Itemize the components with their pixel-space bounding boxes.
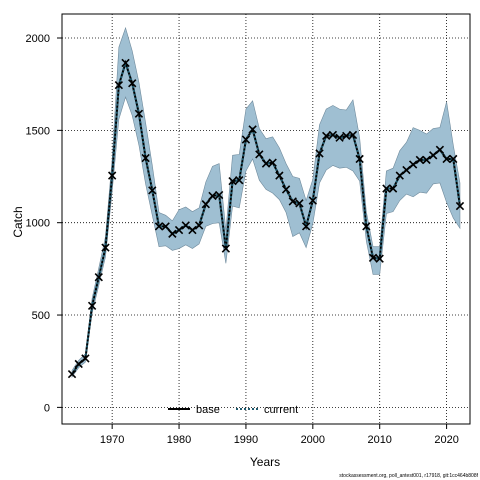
data-point-marker [87, 301, 97, 310]
data-point-marker [174, 225, 184, 235]
data-point-marker [228, 176, 237, 186]
data-point-marker [429, 151, 438, 160]
data-point-marker [442, 154, 451, 164]
data-point-marker [422, 155, 431, 165]
data-point-marker [295, 199, 304, 208]
legend-current-label: current [264, 404, 298, 416]
data-point-marker [348, 130, 358, 140]
data-point-marker [241, 135, 251, 144]
legend-base-label: base [196, 404, 220, 416]
data-point-marker [121, 58, 130, 68]
data-point-marker [281, 185, 291, 194]
data-point-marker [255, 150, 264, 159]
y-tick-label: 1000 [26, 218, 50, 230]
data-point-marker [335, 133, 344, 142]
data-point-marker [355, 154, 364, 164]
data-point-marker [449, 154, 458, 164]
data-point-marker [81, 354, 90, 363]
data-point-marker [362, 222, 371, 231]
data-point-marker [215, 190, 224, 200]
data-point-marker [188, 225, 197, 235]
data-point-marker [402, 165, 411, 175]
y-axis-title: Catch [11, 206, 25, 237]
data-point-marker [148, 186, 157, 195]
data-point-marker [315, 149, 324, 158]
data-point-marker [415, 155, 425, 165]
data-point-marker [201, 200, 210, 209]
data-point-marker [248, 125, 257, 134]
data-point-marker [382, 184, 391, 193]
data-point-marker [375, 254, 384, 263]
data-point-marker [161, 222, 170, 231]
data-point-marker [261, 159, 271, 168]
y-tick-label: 1500 [26, 125, 50, 137]
y-tick-label: 2000 [26, 33, 50, 45]
data-point-marker [67, 369, 77, 379]
data-point-marker [181, 221, 190, 230]
data-point-marker [114, 80, 124, 90]
data-point-marker [221, 244, 231, 253]
x-tick-label: 1980 [167, 434, 191, 446]
data-point-marker [388, 184, 398, 193]
x-tick-label: 2000 [301, 434, 325, 446]
data-point-marker [288, 197, 297, 206]
axes: 1970 1980 1990 2000 2010 2020 0 500 1000 1500 2000 [26, 33, 459, 446]
data-point-marker [268, 158, 277, 167]
data-point-marker [141, 153, 150, 163]
current-series-line [71, 59, 461, 375]
data-point-marker [154, 222, 164, 231]
footnote: stockassessment.org, poll_antest001, r17… [339, 473, 478, 479]
data-point-marker [328, 130, 338, 140]
data-point-marker [342, 131, 351, 141]
data-point-marker [168, 229, 177, 238]
data-points [67, 58, 465, 379]
data-point-marker [275, 171, 284, 180]
x-tick-label: 2020 [434, 434, 458, 446]
data-point-marker [74, 359, 83, 369]
data-point-marker [101, 243, 110, 252]
data-point-marker [368, 253, 378, 262]
x-tick-label: 2010 [367, 434, 391, 446]
data-point-marker [94, 273, 103, 282]
plot-frame [61, 13, 471, 425]
data-point-marker [455, 201, 465, 211]
data-point-marker [395, 171, 404, 180]
x-tick-label: 1970 [100, 434, 124, 446]
confidence-band-area [71, 26, 461, 378]
data-point-marker [301, 222, 311, 231]
y-tick-label: 0 [44, 402, 50, 414]
x-tick-label: 1990 [234, 434, 258, 446]
data-point-marker [134, 109, 144, 118]
data-point-marker [208, 191, 217, 201]
data-point-marker [194, 221, 204, 230]
x-axis-title: Years [250, 455, 280, 469]
data-point-marker [128, 79, 137, 88]
data-point-marker [408, 160, 418, 169]
data-point-marker [435, 145, 445, 154]
confidence-band [71, 26, 461, 378]
data-point-marker [322, 131, 331, 141]
data-point-marker [308, 196, 317, 205]
legend: base current [168, 404, 298, 416]
data-point-marker [107, 171, 117, 180]
data-point-marker [235, 176, 244, 185]
y-tick-label: 500 [32, 310, 50, 322]
